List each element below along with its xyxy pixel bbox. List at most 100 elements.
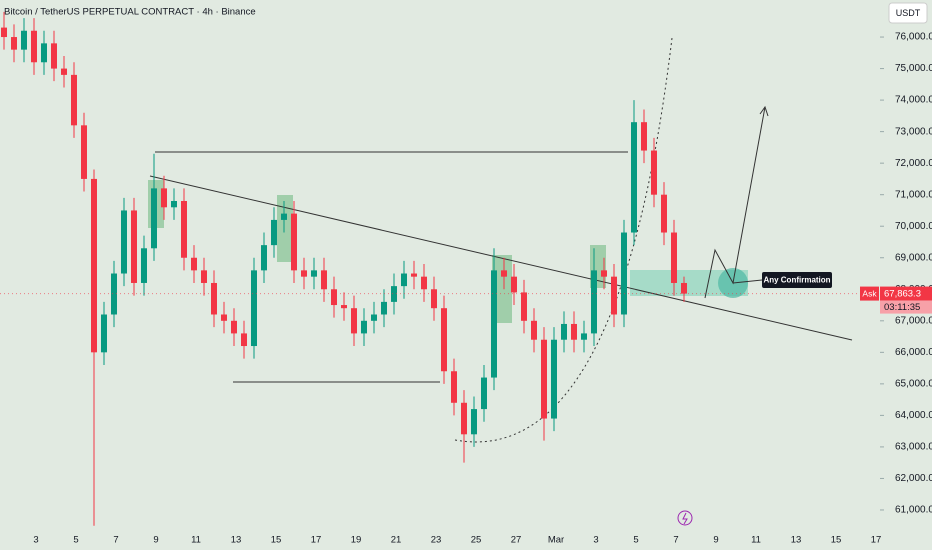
x-tick-label: 11 — [751, 535, 761, 546]
curve — [454, 37, 673, 443]
candle-body — [181, 200, 187, 258]
candle-body — [191, 257, 197, 271]
y-tick-label: 70,000.0 — [895, 221, 932, 232]
arrow-head — [759, 105, 769, 117]
candle-body — [261, 245, 267, 271]
candle-body — [501, 270, 507, 277]
countdown: 03:11:35 — [884, 302, 920, 313]
callout-box — [762, 272, 832, 288]
candle-body — [521, 292, 527, 321]
candle-body — [401, 273, 407, 287]
x-tick-label: 15 — [271, 535, 282, 546]
event-icon[interactable] — [677, 510, 693, 526]
y-tick-label: 71,000.0 — [895, 189, 932, 200]
candle-body — [111, 273, 117, 315]
candle-body — [91, 178, 97, 353]
x-tick-label: 7 — [113, 535, 118, 546]
side-box — [860, 286, 879, 301]
candle-body — [251, 270, 257, 347]
candle-body — [531, 320, 537, 340]
x-tick-label: 25 — [471, 535, 482, 546]
x-tick-label: 23 — [431, 535, 442, 546]
candle-body — [471, 409, 477, 435]
y-tick-label: 75,000.0 — [895, 63, 932, 74]
candle-body — [551, 339, 557, 419]
y-tick-label: 62,000.0 — [895, 473, 932, 484]
candle-body — [421, 276, 427, 290]
y-tick-label: 61,000.0 — [895, 505, 932, 516]
candle-body — [71, 74, 77, 126]
candle-body — [1, 27, 7, 38]
candle-body — [151, 188, 157, 249]
candle-body — [671, 232, 677, 283]
event-bolt — [682, 512, 688, 525]
candle-body — [51, 43, 57, 69]
candle-body — [221, 314, 227, 321]
candle-body — [591, 270, 597, 334]
x-tick-label: 3 — [33, 535, 38, 546]
candle-body — [31, 30, 37, 63]
candle-body — [481, 377, 487, 410]
candle-body — [641, 122, 647, 151]
candle-body — [311, 270, 317, 277]
candle-body — [381, 301, 387, 315]
candle-body — [391, 286, 397, 302]
currency: USDT — [896, 8, 921, 18]
candle-body — [301, 270, 307, 277]
x-tick-label: Mar — [548, 535, 564, 546]
candle-body — [441, 308, 447, 372]
callout-line — [732, 279, 763, 284]
chart-title: Bitcoin / TetherUS PERPETUAL CONTRACT · … — [4, 7, 256, 18]
x-tick-label: 11 — [191, 535, 201, 546]
candle-body — [461, 402, 467, 435]
x-tick-label: 7 — [673, 535, 678, 546]
candle-body — [681, 282, 687, 294]
y-tick-label: 64,000.0 — [895, 410, 932, 421]
y-tick-label: 74,000.0 — [895, 95, 932, 106]
x-tick-label: 19 — [351, 535, 362, 546]
candle-body — [121, 210, 127, 274]
candle-body — [371, 314, 377, 321]
candle-body — [241, 333, 247, 347]
candle-body — [211, 282, 217, 315]
candle-body — [331, 289, 337, 306]
candle-body — [541, 339, 547, 419]
candle-body — [611, 276, 617, 315]
x-tick-label: 27 — [511, 535, 522, 546]
candle-body — [491, 270, 497, 378]
countdown-box — [880, 300, 932, 314]
candle-body — [431, 289, 437, 309]
candle-body — [661, 194, 667, 233]
candle-body — [411, 273, 417, 277]
candle-body — [271, 219, 277, 246]
candle-body — [101, 314, 107, 353]
x-tick-label: 5 — [73, 535, 78, 546]
x-tick-label: 17 — [311, 535, 322, 546]
candle-body — [621, 232, 627, 315]
candle-body — [341, 305, 347, 309]
trend-line — [149, 175, 853, 341]
x-tick-label: 9 — [153, 535, 158, 546]
candle-body — [571, 323, 577, 340]
candles — [1, 11, 687, 526]
candle-body — [451, 371, 457, 403]
candle-body — [601, 270, 607, 277]
x-tick-label: 3 — [593, 535, 598, 546]
x-tick-label: 17 — [871, 535, 882, 546]
candle-body — [61, 68, 67, 75]
candle-body — [581, 333, 587, 340]
annotation: Any Confirmation — [763, 276, 830, 285]
currency-box[interactable] — [888, 2, 928, 24]
x-tick-label: 21 — [391, 535, 402, 546]
y-tick-label: 65,000.0 — [895, 379, 932, 390]
candle-body — [291, 213, 297, 271]
candle-body — [511, 276, 517, 293]
last-price-box — [880, 286, 932, 301]
candle-body — [231, 320, 237, 334]
y-tick-label: 67,000.0 — [895, 315, 932, 326]
candle-body — [361, 320, 367, 334]
candle-body — [161, 188, 167, 208]
zone — [277, 195, 293, 262]
candle-body — [321, 270, 327, 290]
